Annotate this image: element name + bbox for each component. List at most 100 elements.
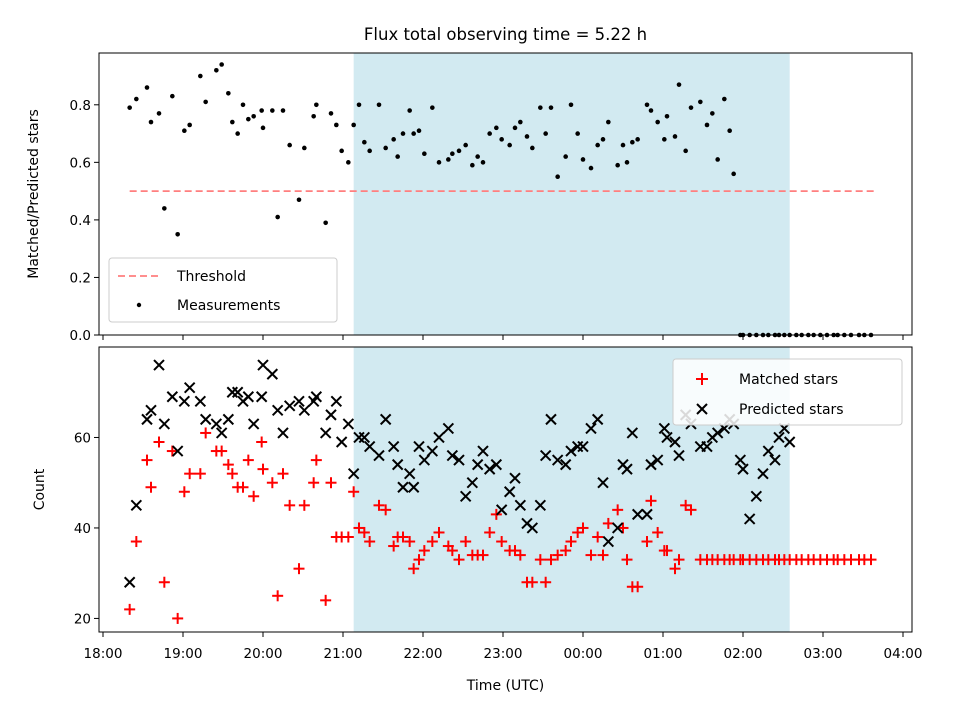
predicted-star-point [466, 477, 479, 489]
legend-matched-label: Matched stars [739, 372, 838, 388]
y-tick-label: 0.2 [70, 270, 91, 286]
predicted-star-point [762, 445, 775, 457]
matched-star-point [404, 536, 416, 548]
measurement-point [407, 108, 412, 113]
matched-star-point [460, 536, 472, 548]
predicted-star-point [509, 472, 521, 484]
predicted-star-point [534, 499, 547, 512]
matched-star-point [592, 531, 604, 543]
matched-star-point [166, 445, 178, 457]
predicted-star-point [446, 449, 459, 462]
measurement-point [302, 145, 307, 151]
x-tick-label: 00:00 [564, 646, 603, 662]
predicted-star-point [130, 499, 143, 512]
predicted-star-point [669, 436, 681, 448]
predicted-star-point [342, 418, 355, 430]
measurement-point [259, 108, 264, 113]
measurement-point [144, 85, 150, 90]
legend-matched-swatch [696, 373, 708, 385]
predicted-star-point [231, 386, 244, 398]
matched-star-point [141, 454, 153, 466]
predicted-star-point [645, 458, 657, 471]
matched-star-point [685, 504, 697, 516]
predicted-star-point [358, 431, 371, 444]
matched-star-point [178, 486, 190, 498]
measurement-point [655, 119, 660, 125]
predicted-star-point [310, 391, 323, 403]
measurement-point [270, 108, 275, 113]
measurement-point [487, 131, 492, 136]
matched-star-point [426, 536, 438, 548]
legend-measurement-label: Measurements [177, 298, 280, 314]
matched-star-point [552, 549, 564, 561]
x-tick-label: 22:00 [404, 646, 443, 662]
matched-star-point [256, 436, 268, 448]
measurement-point [246, 116, 251, 122]
predicted-star-point [407, 481, 420, 493]
measurement-point [704, 122, 710, 128]
matched-star-point [621, 554, 633, 566]
predicted-star-point [141, 413, 153, 426]
matched-star-point [284, 499, 296, 511]
matched-star-point [130, 536, 142, 548]
predicted-star-point [413, 440, 425, 453]
measurement-point [323, 220, 328, 226]
matched-star-point [413, 554, 425, 566]
bottom-axes-frame [98, 346, 913, 633]
measurement-point [280, 108, 286, 113]
legend-predicted-label: Predicted stars [739, 402, 844, 418]
predicted-star-point [247, 418, 260, 430]
measurement-point [595, 142, 600, 148]
y-tick-label: 0.0 [70, 328, 91, 344]
y-tick-label: 40 [74, 521, 91, 537]
predicted-star-point [277, 427, 289, 439]
measurement-point [518, 119, 523, 125]
measurement-point [499, 137, 504, 142]
predicted-star-point [426, 445, 439, 457]
measurement-point [662, 137, 667, 142]
measurement-point [606, 119, 611, 125]
measurement-point [391, 137, 396, 142]
y-tick-label: 20 [74, 611, 91, 627]
matched-star-point [585, 549, 597, 561]
predicted-star-point [750, 490, 763, 502]
measurement-point [198, 73, 203, 79]
measurement-point [450, 151, 455, 157]
matched-star-point [446, 545, 458, 557]
matched-star-point [534, 554, 546, 566]
predicted-star-point [153, 359, 165, 371]
measurement-point [162, 206, 167, 211]
bottom-legend: Matched stars Predicted stars [672, 358, 903, 426]
measurement-point [563, 154, 568, 159]
predicted-star-point [621, 463, 633, 475]
measurement-point [615, 162, 620, 168]
measurement-point [235, 131, 240, 136]
measurement-point [187, 122, 192, 128]
measurement-point [127, 105, 132, 110]
y-tick-label: 0.4 [70, 213, 91, 229]
matched-star-point [408, 563, 420, 575]
predicted-star-point [266, 368, 279, 380]
measurement-point [580, 157, 586, 162]
predicted-star-point [379, 413, 392, 426]
matched-star-point [540, 576, 552, 588]
measurement-point [543, 131, 548, 136]
matched-star-point [320, 594, 332, 606]
predicted-star-point [783, 436, 796, 448]
predicted-star-point [123, 576, 136, 588]
measurement-point [260, 125, 266, 131]
x-tick-label: 18:00 [84, 646, 123, 662]
x-tick-label: 02:00 [724, 646, 763, 662]
measurement-point [630, 139, 635, 145]
measurement-point [203, 99, 208, 105]
matched-star-point [277, 468, 289, 480]
predicted-star-point [298, 404, 311, 417]
measurement-point [698, 99, 703, 105]
matched-star-point [153, 436, 165, 448]
predicted-star-point [319, 427, 332, 439]
matched-star-point [388, 540, 400, 552]
predicted-star-point [611, 522, 624, 534]
measurement-point [287, 142, 292, 148]
measurement-point [383, 145, 388, 151]
